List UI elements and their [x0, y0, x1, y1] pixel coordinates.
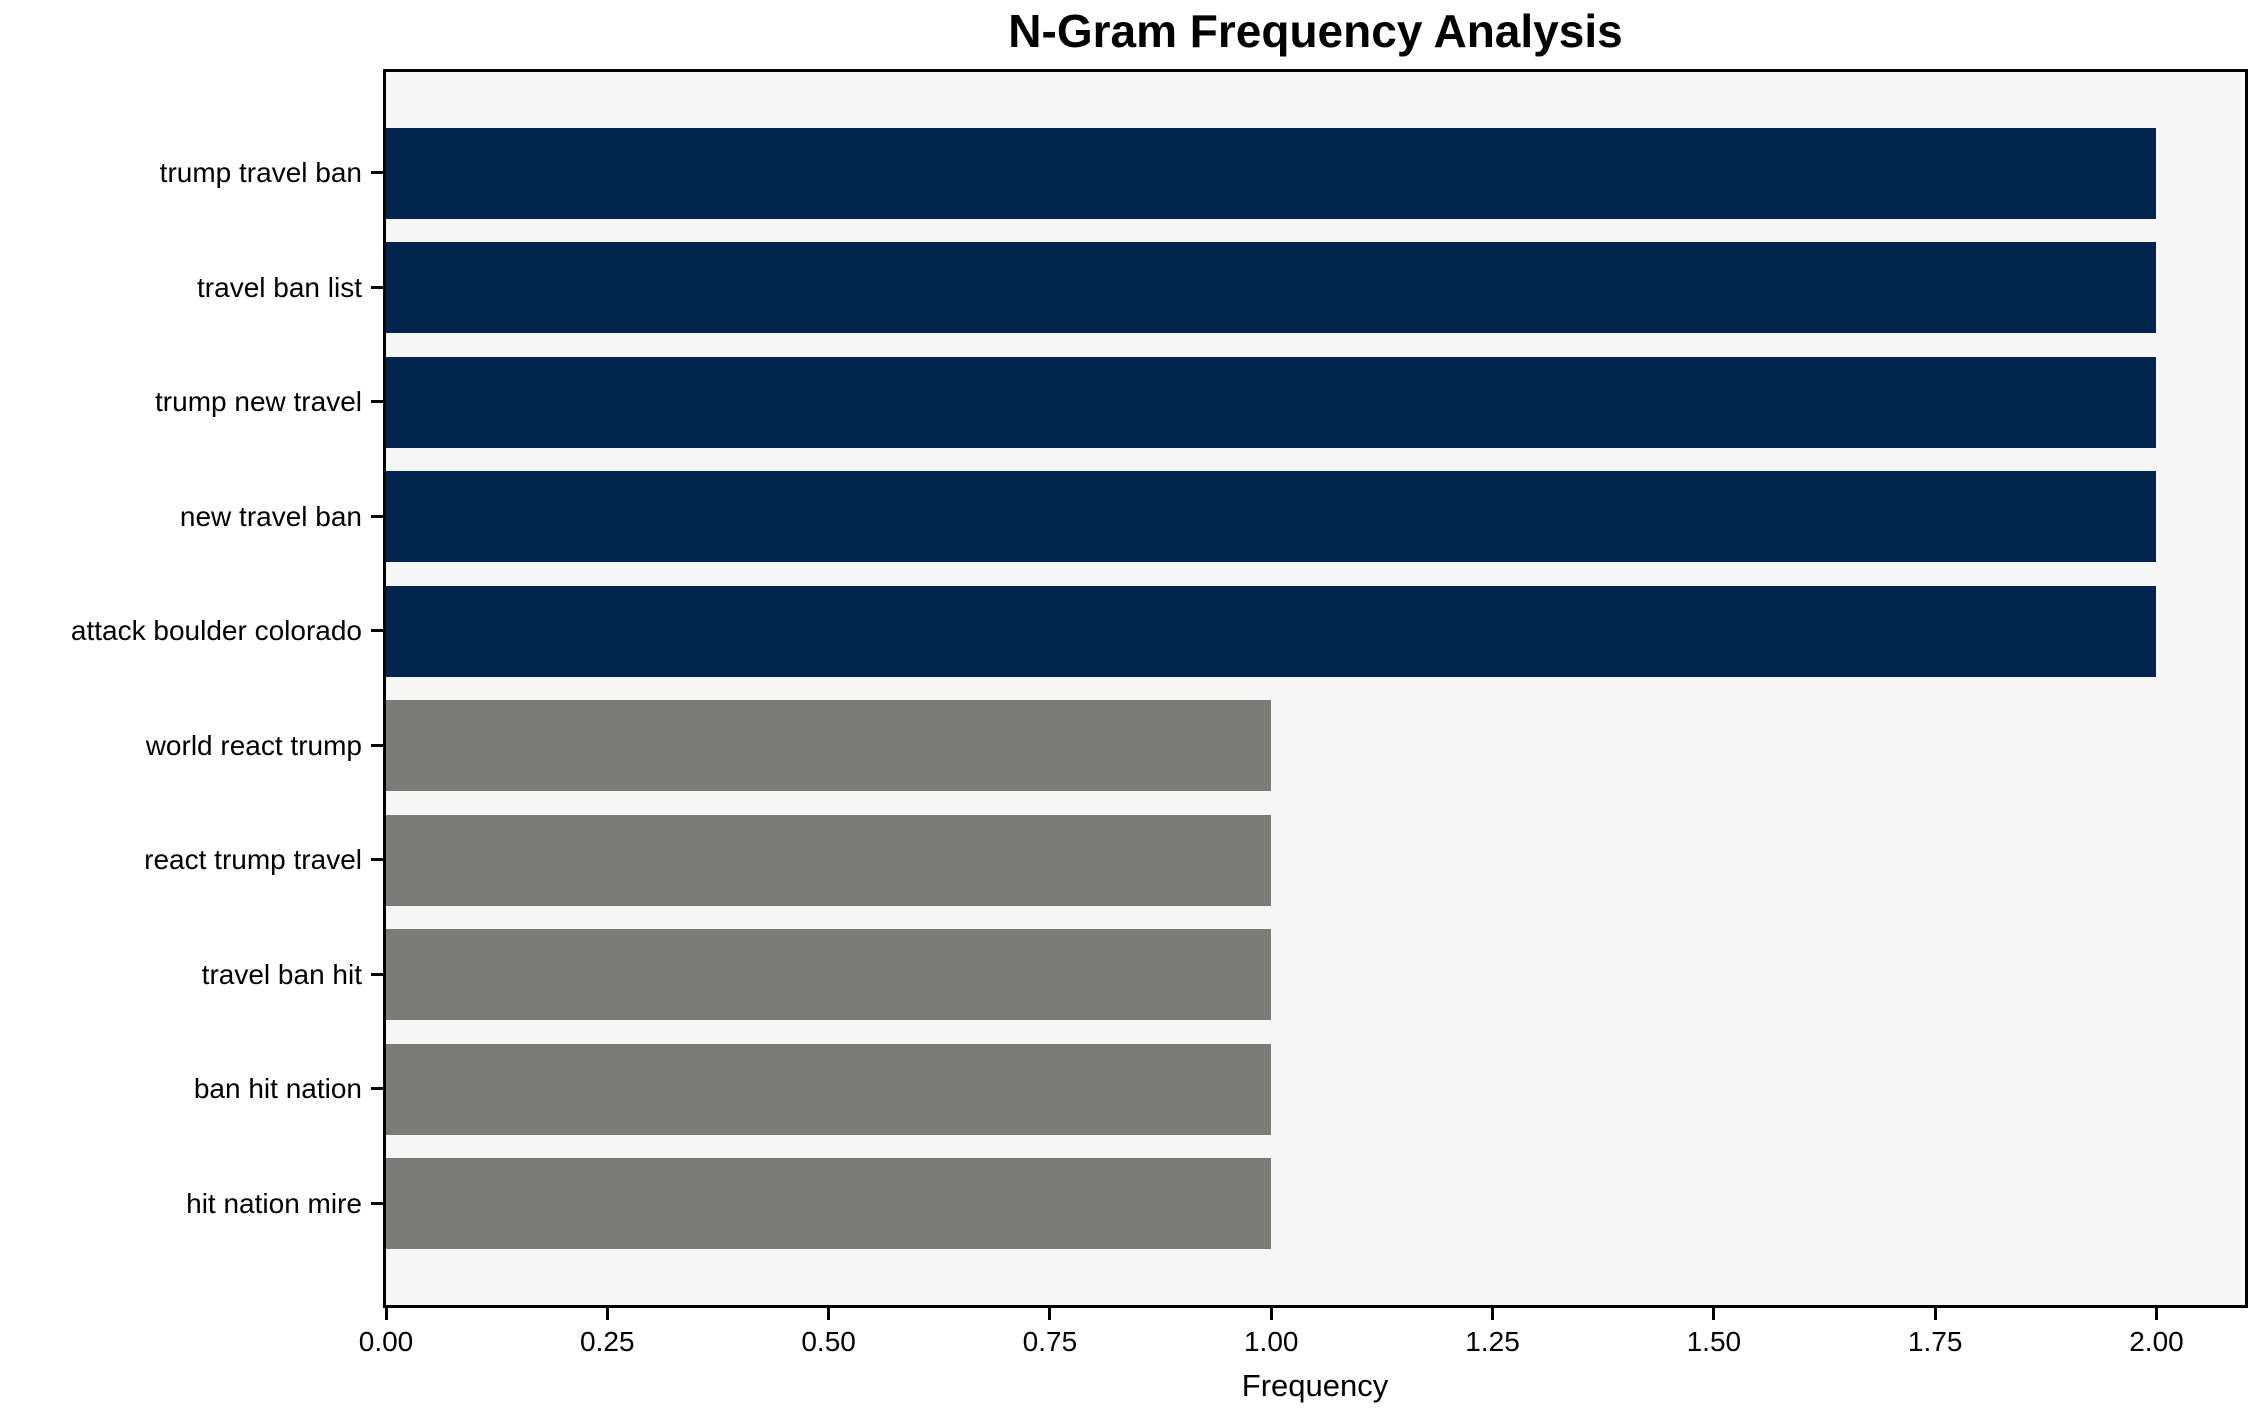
y-tick-mark	[371, 972, 383, 976]
plot-area	[383, 69, 2248, 1308]
x-tick-label: 1.50	[1686, 1326, 1742, 1357]
y-tick-label: world react trump	[145, 729, 362, 761]
x-tick-mark	[2154, 1308, 2158, 1320]
y-tick-mark	[371, 285, 383, 289]
y-tick-label: hit nation mire	[186, 1187, 362, 1219]
bar	[386, 929, 1272, 1020]
x-tick-mark	[384, 1308, 388, 1320]
x-tick-label: 1.00	[1243, 1326, 1299, 1357]
y-tick-label: new travel ban	[179, 500, 362, 532]
x-tick-label: 0.50	[801, 1326, 856, 1357]
y-tick-mark	[371, 1201, 383, 1205]
bar	[386, 700, 1272, 791]
bar	[386, 1043, 1272, 1135]
x-tick-label: 1.25	[1465, 1326, 1520, 1357]
x-tick-label: 0.25	[580, 1326, 635, 1357]
y-tick-label: trump new travel	[155, 386, 362, 417]
y-tick-label: react trump travel	[144, 844, 362, 875]
y-tick-mark	[371, 400, 383, 403]
x-tick-label: 2.00	[2129, 1326, 2184, 1357]
y-tick-mark	[371, 629, 383, 632]
y-tick-mark	[371, 171, 383, 174]
x-tick-mark	[1269, 1308, 1273, 1320]
y-tick-label: travel ban hit	[201, 958, 362, 990]
x-tick-mark	[1933, 1308, 1937, 1320]
x-tick-mark	[1048, 1308, 1052, 1320]
y-tick-mark	[371, 858, 383, 861]
x-tick-mark	[1712, 1308, 1716, 1320]
x-tick-label: 0.75	[1022, 1326, 1078, 1357]
y-tick-mark	[371, 514, 383, 518]
x-tick-mark	[1491, 1308, 1495, 1320]
bar	[386, 127, 2157, 219]
bar	[386, 814, 1272, 906]
y-tick-mark	[371, 743, 383, 747]
x-tick-label: 1.75	[1907, 1326, 1963, 1357]
x-axis-label: Frequency	[1241, 1368, 1389, 1403]
bar	[386, 585, 2157, 677]
bar	[386, 356, 2157, 448]
y-tick-mark	[371, 1087, 383, 1090]
bar	[386, 471, 2157, 562]
x-tick-mark	[827, 1308, 831, 1320]
x-tick-mark	[605, 1308, 609, 1320]
y-tick-label: attack boulder colorado	[70, 615, 362, 646]
bars-container	[386, 72, 2245, 1305]
chart-title: N-Gram Frequency Analysis	[1008, 5, 1623, 57]
x-tick-label: 0.00	[358, 1326, 414, 1357]
y-tick-label: travel ban list	[197, 271, 362, 303]
bar	[386, 242, 2157, 333]
y-tick-label: ban hit nation	[193, 1073, 362, 1104]
bar	[386, 1158, 1272, 1249]
y-tick-label: trump travel ban	[159, 157, 362, 188]
